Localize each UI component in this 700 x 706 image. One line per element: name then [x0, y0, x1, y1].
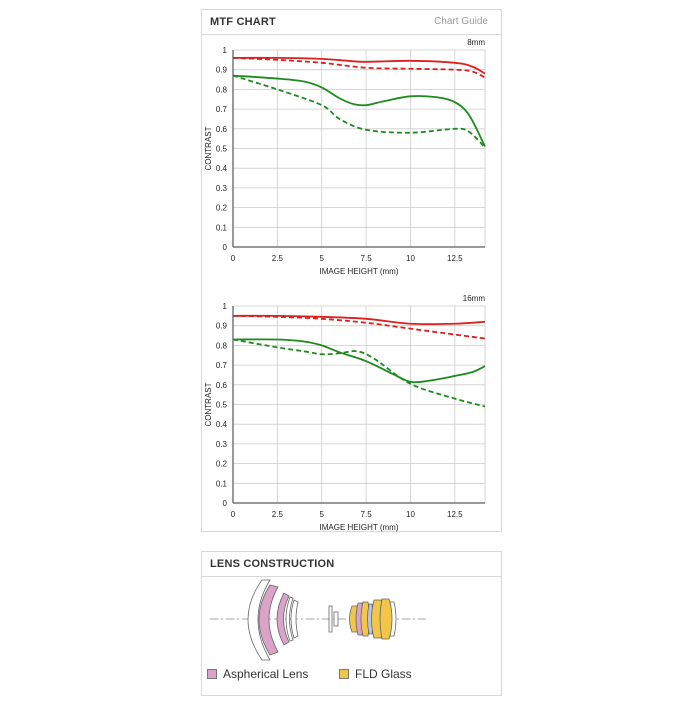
y-axis-label: CONTRAST [204, 382, 213, 426]
lens-element-13 [389, 601, 397, 637]
y-axis-label: CONTRAST [204, 126, 213, 170]
fld-glass-swatch [339, 669, 349, 679]
x-tick-label: 7.5 [361, 254, 373, 263]
series-green-dashed [232, 338, 486, 408]
series-red-solid [232, 314, 486, 326]
x-tick-label: 10 [406, 254, 415, 263]
y-tick-label: 0 [223, 499, 228, 508]
y-tick-label: 0.2 [216, 460, 228, 469]
lens-panel-title: LENS CONSTRUCTION [210, 558, 335, 570]
x-tick-label: 12.5 [447, 510, 463, 519]
mtf-panel-title: MTF CHART [210, 16, 276, 28]
mtf-chart-8mm: 00.10.20.30.40.50.60.70.80.910 2.5 5 7.5 10 1… [204, 38, 486, 276]
mtf-panel-header: MTF CHART Chart Guide [202, 10, 501, 35]
lens-element-2-aspherical [258, 584, 279, 656]
lens-element-4 [285, 596, 294, 642]
x-tick-label: 7.5 [361, 510, 373, 519]
x-tick-label: 0 [231, 510, 236, 519]
lens-element-6 [333, 611, 339, 627]
x-tick-label: 5 [320, 254, 325, 263]
x-tick-label: 12.5 [447, 254, 463, 263]
y-tick-label: 0 [223, 243, 228, 252]
y-tick-label: 1 [223, 302, 228, 311]
aperture-stop [328, 605, 333, 633]
series-red-dashed [232, 56, 486, 79]
y-tick-label: 0.4 [216, 420, 228, 429]
y-tick-label: 0.6 [216, 125, 228, 134]
lens-construction-panel: LENS CONSTRUCTION Aspherical Lens FLD Gl… [201, 551, 502, 696]
x-tick-label: 10 [406, 510, 415, 519]
legend-aspherical-label: Aspherical Lens [223, 667, 309, 681]
y-tick-label: 0.7 [216, 105, 228, 114]
series-green-solid [232, 74, 486, 147]
y-tick-label: 0.8 [216, 85, 228, 94]
y-tick-label: 0.2 [216, 204, 228, 213]
mtf-chart-16mm: 00.10.20.30.40.50.60.70.80.910 2.5 5 7.5 10 1… [204, 294, 486, 532]
x-tick-label: 2.5 [272, 510, 284, 519]
y-tick-label: 0.5 [216, 401, 228, 410]
series-red-dashed [232, 314, 486, 340]
focal-length-label: 16mm [463, 294, 486, 303]
series-green-solid [232, 338, 486, 384]
legend-fld-glass: FLD Glass [339, 667, 412, 681]
aspherical-swatch [207, 669, 217, 679]
lens-element-1 [247, 579, 271, 661]
chart-guide-link[interactable]: Chart Guide [434, 16, 488, 27]
focal-length-label: 8mm [467, 38, 485, 47]
lens-element-3-aspherical [276, 592, 290, 646]
y-tick-label: 0.5 [216, 145, 228, 154]
y-tick-label: 0.4 [216, 164, 228, 173]
y-tick-label: 0.3 [216, 184, 228, 193]
y-tick-label: 0.1 [216, 223, 228, 232]
series-red-solid [232, 56, 486, 75]
x-tick-label: 0 [231, 254, 236, 263]
legend-fld-label: FLD Glass [355, 667, 412, 681]
y-tick-label: 0.9 [216, 322, 228, 331]
y-tick-label: 0.7 [216, 361, 228, 370]
mtf-chart-panel: MTF CHART Chart Guide [201, 9, 502, 532]
lens-panel-header: LENS CONSTRUCTION [202, 552, 501, 577]
lens-construction-diagram [210, 579, 426, 661]
x-axis-label: IMAGE HEIGHT (mm) [320, 523, 399, 532]
y-tick-label: 0.9 [216, 66, 228, 75]
y-tick-label: 0.1 [216, 479, 228, 488]
x-tick-label: 2.5 [272, 254, 284, 263]
y-tick-label: 0.3 [216, 440, 228, 449]
lens-element-5 [290, 599, 299, 639]
y-tick-label: 0.8 [216, 341, 228, 350]
legend-aspherical: Aspherical Lens [207, 667, 308, 681]
x-axis-label: IMAGE HEIGHT (mm) [320, 267, 399, 276]
y-tick-label: 1 [223, 46, 228, 55]
y-tick-label: 0.6 [216, 381, 228, 390]
series-green-dashed [232, 74, 486, 149]
x-tick-label: 5 [320, 510, 325, 519]
